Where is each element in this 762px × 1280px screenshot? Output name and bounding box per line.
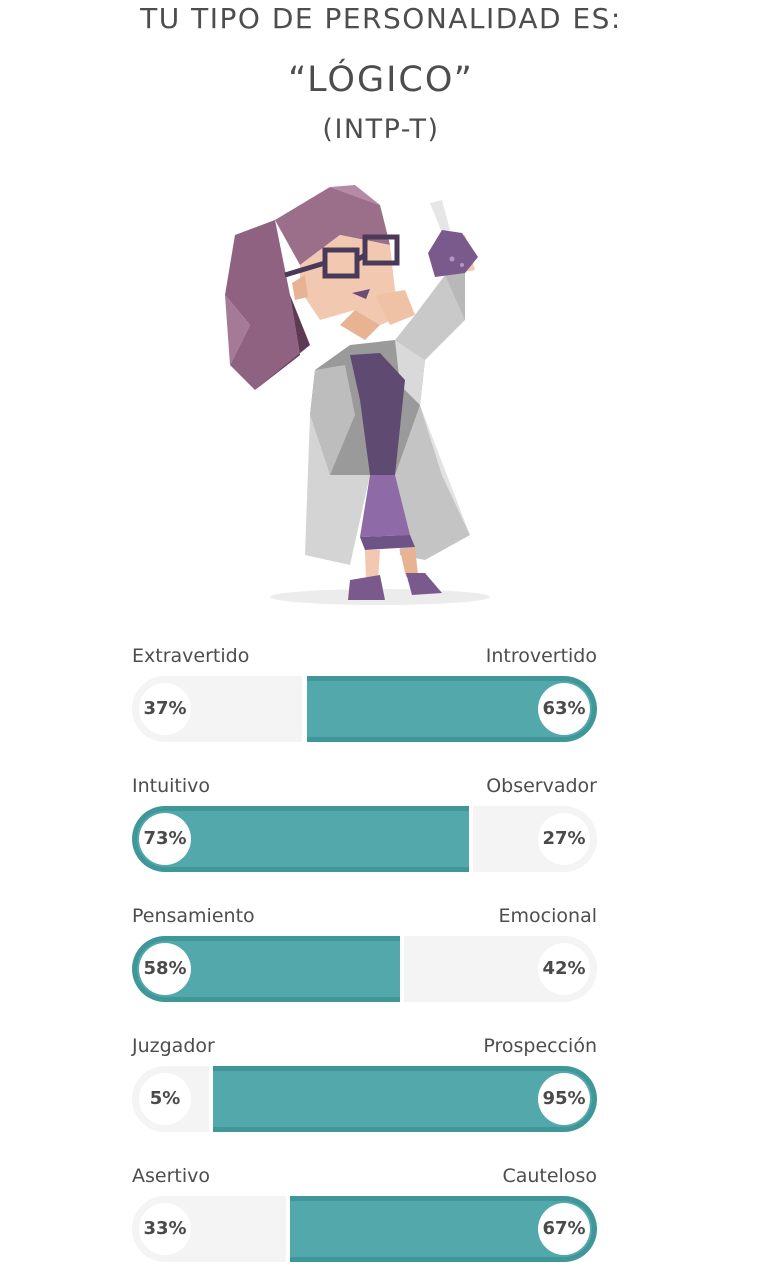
trait-label-pensamiento: Pensamiento (132, 905, 255, 927)
trait-label-observador: Observador (486, 775, 597, 797)
trait-label-juzgador: Juzgador (132, 1035, 215, 1057)
trait-percent-emocional: 42% (538, 943, 590, 995)
personality-type-code: (INTP-T) (322, 114, 440, 145)
trait-bar-mente: 73% 27% (132, 806, 597, 872)
trait-bar-major-segment (290, 1196, 597, 1262)
trait-percent-pensamiento: 58% (139, 943, 191, 995)
trait-bar-energia: 37% 63% (132, 676, 597, 742)
trait-label-emocional: Emocional (498, 905, 597, 927)
personality-type-name: “LÓGICO” (288, 60, 474, 100)
trait-bar-tacticas: 5% 95% (132, 1066, 597, 1132)
trait-percent-juzgador: 5% (139, 1073, 191, 1125)
trait-label-cauteloso: Cauteloso (502, 1165, 597, 1187)
trait-bar-identidad: 33% 67% (132, 1196, 597, 1262)
trait-percent-intuitivo: 73% (139, 813, 191, 865)
trait-percent-asertivo: 33% (139, 1203, 191, 1255)
trait-percent-observador: 27% (538, 813, 590, 865)
trait-percent-cauteloso: 67% (538, 1203, 590, 1255)
result-heading: TU TIPO DE PERSONALIDAD ES: (140, 2, 622, 35)
trait-label-intuitivo: Intuitivo (132, 775, 211, 797)
trait-bar-naturaleza: 58% 42% (132, 936, 597, 1002)
trait-label-asertivo: Asertivo (132, 1165, 210, 1187)
scientist-with-flask-illustration (225, 185, 490, 605)
trait-label-prospeccion: Prospección (483, 1035, 597, 1057)
trait-percent-introvertido: 63% (538, 683, 590, 735)
trait-label-introvertido: Introvertido (485, 645, 597, 667)
trait-percent-extravertido: 37% (139, 683, 191, 735)
trait-percent-prospeccion: 95% (538, 1073, 590, 1125)
trait-label-extravertido: Extravertido (132, 645, 250, 667)
trait-bar-major-segment (213, 1066, 597, 1132)
